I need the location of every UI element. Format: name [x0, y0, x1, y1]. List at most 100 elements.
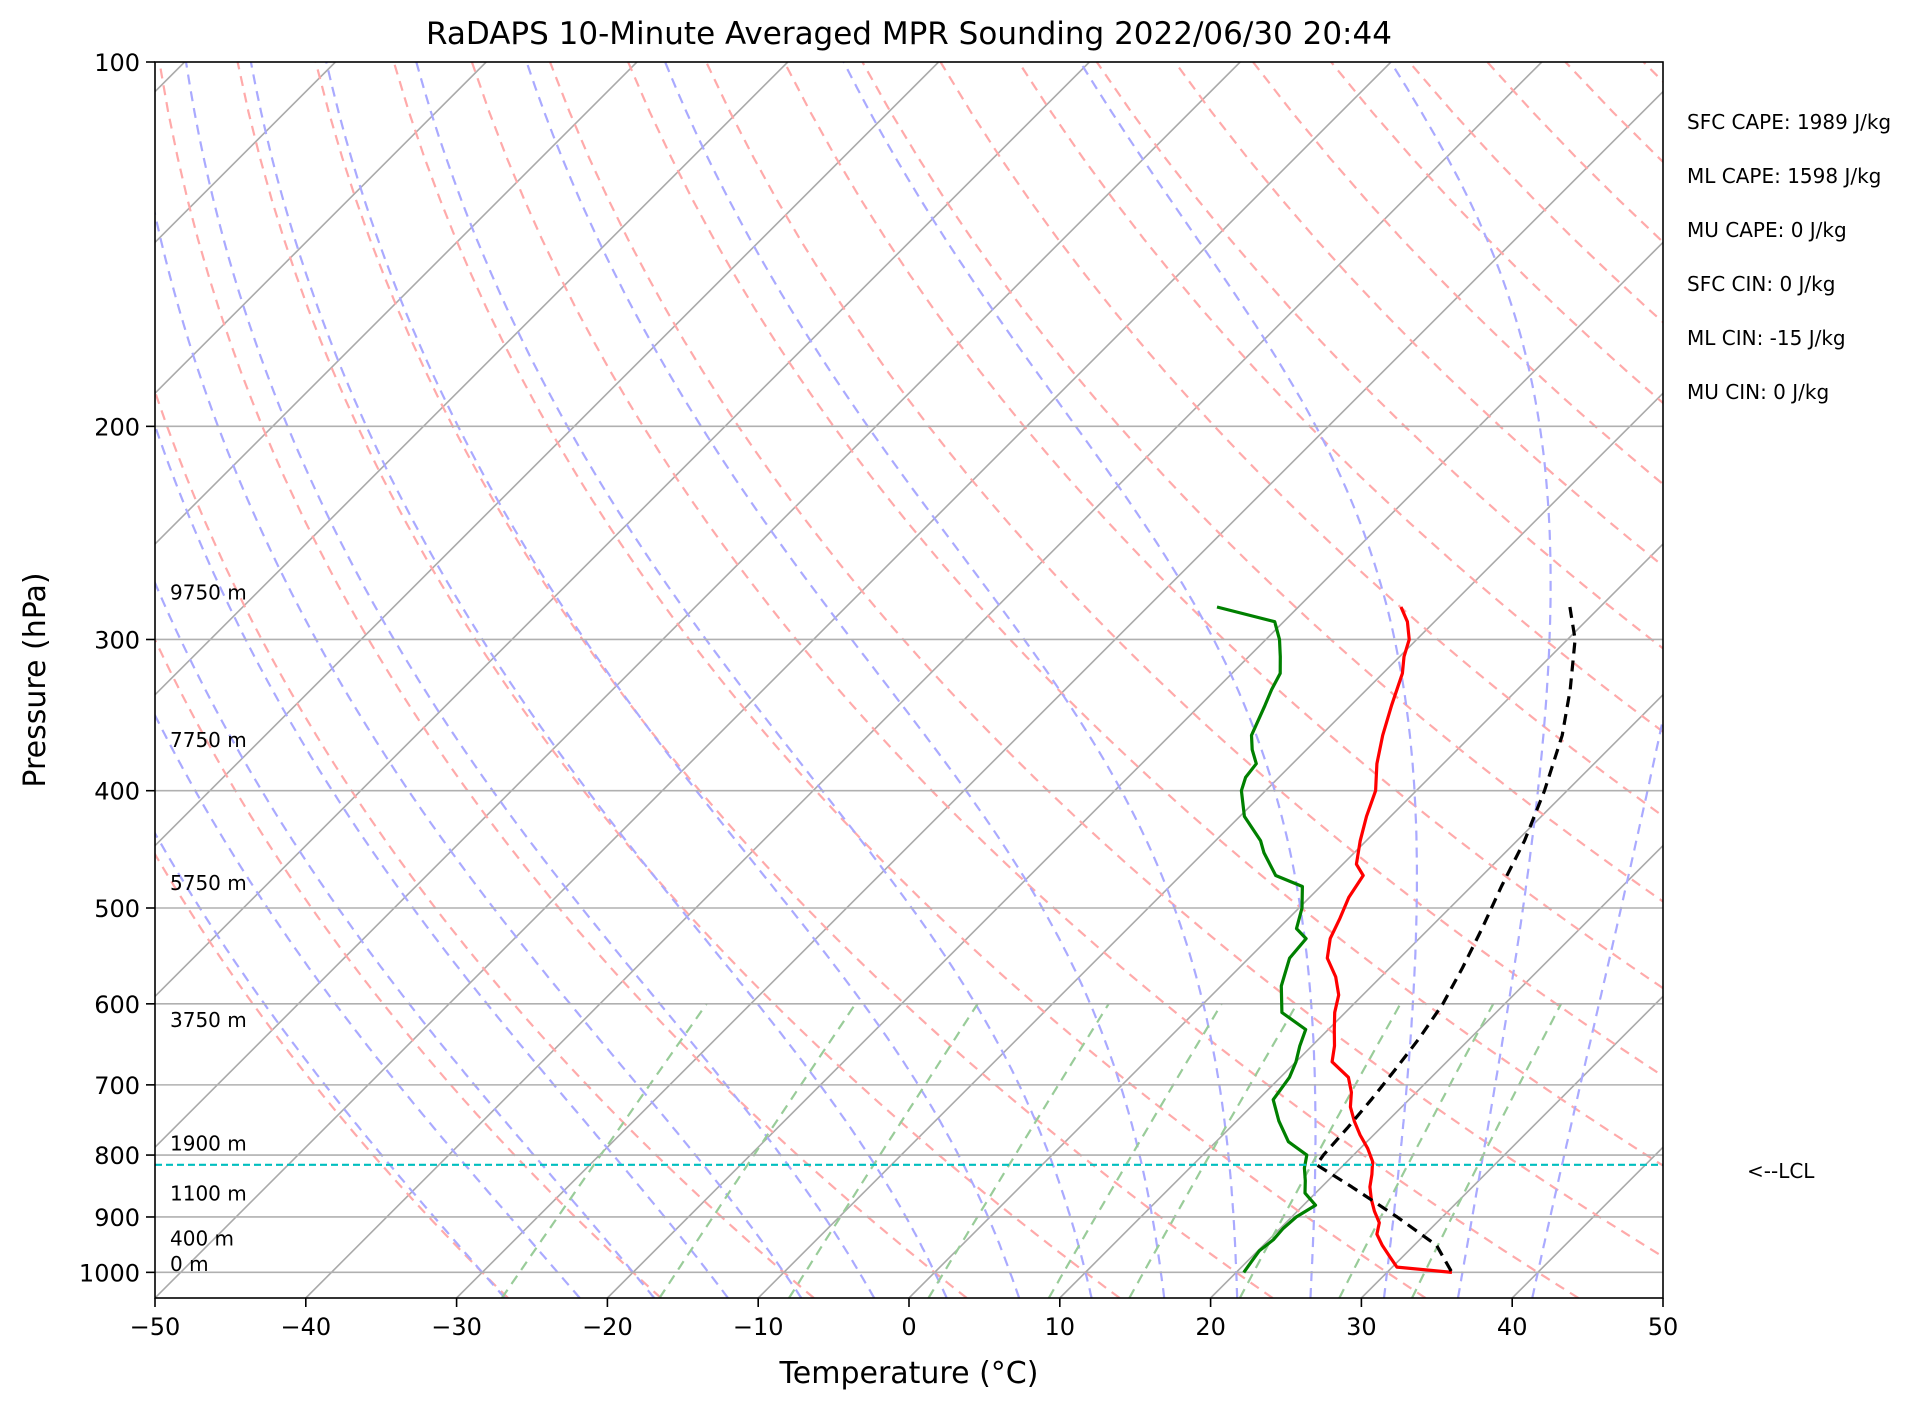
series-layer [1216, 605, 1577, 1274]
x-tick-label: −20 [582, 1313, 633, 1341]
moist-adiabat-line [155, 831, 506, 1298]
x-tick-label: 0 [901, 1313, 916, 1341]
isotherm-line [908, 542, 1663, 1298]
moist-adiabat-line [184, 62, 876, 1298]
moist-adiabat-line [525, 62, 1166, 1298]
dry-adiabat-line [1486, 62, 1663, 244]
moist-adiabat-line [1079, 62, 1418, 1298]
y-tick-label: 500 [94, 895, 140, 923]
y-axis-label: Pressure (hPa) [18, 572, 53, 787]
isotherm-line [1814, 62, 1925, 1298]
mixing-ratio-line [1128, 1003, 1298, 1298]
dry-adiabat-line [1564, 62, 1663, 164]
dry-adiabat-line [392, 62, 1427, 1298]
height-label: 400 m [170, 1226, 234, 1250]
isotherm-line [1662, 1296, 1663, 1298]
plot-frame [154, 61, 1664, 1299]
mixing-ratio-line [927, 1003, 1110, 1298]
dry-adiabat-line [1017, 62, 1663, 734]
dry-adiabat-line [939, 62, 1663, 818]
moist-adiabat-line [155, 712, 581, 1298]
isotherm-line [1360, 995, 1663, 1298]
mixing-ratio-line [658, 1003, 857, 1298]
temperature-profile-line [1325, 606, 1453, 1274]
y-tick-label: 800 [94, 1142, 140, 1170]
y-tick-label: 400 [94, 778, 140, 806]
isotherm-line [456, 90, 1663, 1298]
y-tick-label: 200 [94, 413, 140, 441]
stability-stats: SFC CAPE: 1989 J/kg ML CAPE: 1598 J/kg MU … [1687, 110, 1891, 404]
isotherm-line [155, 62, 1241, 1149]
chart-title: RaDAPS 10-Minute Averaged MPR Sounding 2… [426, 16, 1392, 52]
dry-adiabat-line [155, 852, 509, 1298]
mixing-ratio-line [1411, 1003, 1563, 1298]
stat-label: SFC CAPE: 1989 J/kg [1687, 110, 1891, 134]
y-tick-label: 600 [94, 991, 140, 1019]
x-tick-label: −40 [280, 1313, 331, 1341]
isotherm-line [155, 62, 789, 696]
dry-adiabat-line [155, 388, 815, 1298]
isotherm-line [1210, 844, 1663, 1298]
x-tick-label: −10 [733, 1313, 784, 1341]
isotherm-line [606, 241, 1663, 1298]
dry-adiabat-line [1642, 62, 1663, 84]
moist-adiabat-line [842, 62, 1317, 1298]
x-axis-ticks: −50 −40 −30 −20 −10 0 10 20 30 40 50 [130, 1298, 1679, 1341]
stat-label: MU CIN: 0 J/kg [1687, 380, 1829, 404]
height-label: 3750 m [170, 1008, 247, 1032]
moist-adiabat-line [155, 580, 656, 1298]
dry-adiabat-line [548, 62, 1663, 1258]
dry-adiabat-line [861, 62, 1663, 903]
parcel-path-line [1315, 606, 1577, 1274]
dry-adiabat-line [158, 62, 968, 1298]
x-axis-label: Temperature (°C) [779, 1356, 1039, 1391]
moist-adiabat-line [325, 62, 1021, 1298]
moist-adiabat-line [415, 62, 1093, 1298]
mixing-ratio-line [1238, 1003, 1402, 1298]
x-tick-label: −50 [130, 1313, 181, 1341]
mixing-ratio-line [500, 1003, 708, 1298]
dry-adiabat-line [470, 62, 1580, 1298]
y-axis-ticks: 100 200 300 400 500 600 700 800 900 1000 [79, 49, 155, 1287]
dry-adiabat-line [1252, 62, 1663, 486]
height-label: 5750 m [170, 871, 247, 895]
isotherm-line [305, 62, 1543, 1298]
background-lines [155, 62, 1925, 1298]
mixing-ratio-line [788, 1003, 979, 1298]
isotherm-line [155, 62, 1392, 1298]
height-label: 1100 m [170, 1181, 247, 1205]
stat-label: ML CAPE: 1598 J/kg [1687, 164, 1881, 188]
height-label: 9750 m [170, 580, 247, 604]
y-tick-label: 1000 [79, 1259, 140, 1287]
dry-adiabat-line [1408, 62, 1663, 324]
x-tick-label: 20 [1195, 1313, 1226, 1341]
dry-adiabat-line [783, 62, 1663, 990]
y-tick-label: 100 [94, 49, 140, 77]
isotherm-line [155, 62, 1090, 998]
moist-adiabat-line [249, 62, 948, 1298]
dry-adiabat-line [627, 62, 1663, 1167]
x-tick-label: 40 [1497, 1313, 1528, 1341]
moist-adiabat-line [1389, 62, 1552, 1298]
y-tick-label: 900 [94, 1204, 140, 1232]
isotherm-line [155, 62, 487, 395]
isotherm-line [757, 392, 1663, 1298]
dry-adiabat-line [1174, 62, 1663, 568]
x-tick-label: −30 [431, 1313, 482, 1341]
mixing-ratio-line [1338, 1003, 1495, 1298]
y-tick-label: 700 [94, 1072, 140, 1100]
height-label: 1900 m [170, 1131, 247, 1155]
isotherm-line [1059, 693, 1663, 1298]
y-tick-label: 300 [94, 626, 140, 654]
isotherm-line [155, 62, 940, 847]
pressure-gridlines [155, 425, 1663, 1274]
lcl-layer: <--LCL [155, 1159, 1815, 1183]
dewpoint-profile-line [1216, 605, 1318, 1274]
x-tick-label: 50 [1648, 1313, 1679, 1341]
height-label: 0 m [170, 1252, 209, 1276]
dry-adiabat-line [1722, 62, 1925, 1298]
isotherm-line [155, 62, 638, 546]
moist-adiabat-line [664, 62, 1239, 1298]
moist-adiabat-line [155, 422, 729, 1298]
